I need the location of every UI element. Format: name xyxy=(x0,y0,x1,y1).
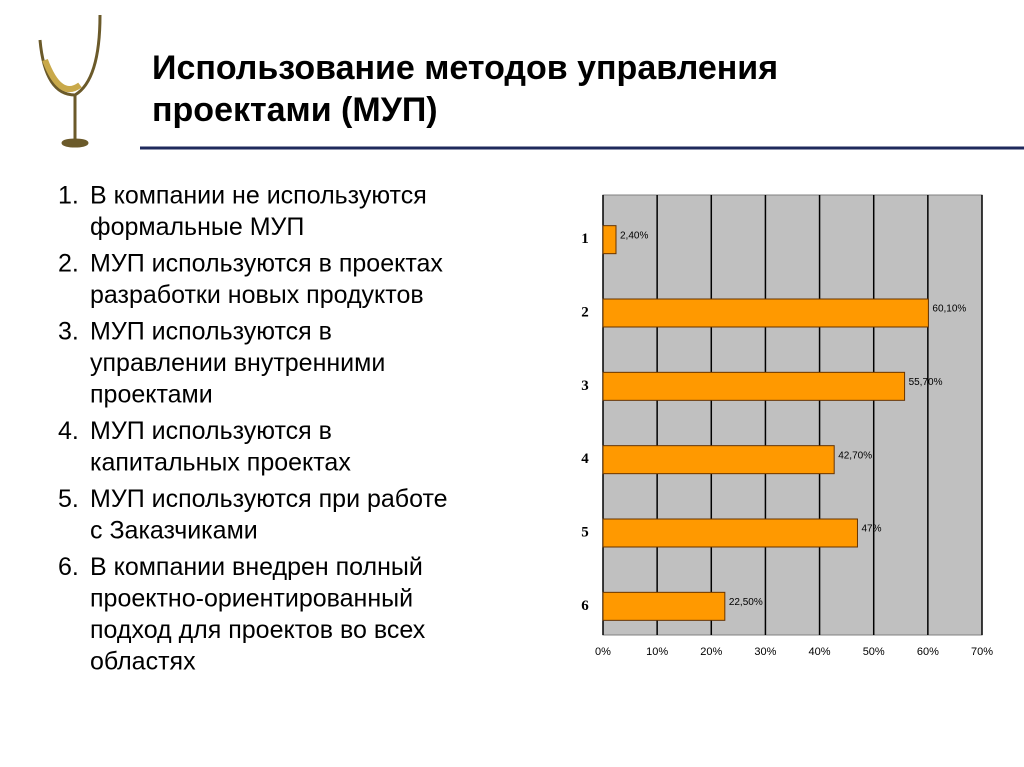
item-text: МУП используются при работе xyxy=(90,485,448,513)
y-tick-label: 5 xyxy=(581,524,589,540)
item-text: капитальных проектах xyxy=(90,449,351,477)
y-tick-label: 3 xyxy=(581,378,589,394)
item-text: МУП используются в xyxy=(90,318,332,346)
item-number: 3. xyxy=(58,318,79,346)
item-text: разработки новых продуктов xyxy=(90,281,424,309)
bar xyxy=(602,518,858,548)
y-tick-label: 1 xyxy=(581,231,589,247)
y-tick-label: 2 xyxy=(581,304,589,320)
slide-title: Использование методов управления xyxy=(152,49,778,87)
x-tick-label: 50% xyxy=(863,646,885,658)
x-tick-label: 70% xyxy=(971,646,993,658)
value-label: 55,70% xyxy=(909,377,943,388)
value-label: 2,40% xyxy=(620,230,648,241)
item-text: В компании внедрен полный xyxy=(90,553,423,581)
item-number: 6. xyxy=(58,553,79,581)
slide-title: проектами (МУП) xyxy=(152,91,438,129)
bar xyxy=(602,298,929,328)
item-number: 4. xyxy=(58,417,79,445)
x-tick-label: 30% xyxy=(754,646,776,658)
x-tick-label: 10% xyxy=(646,646,668,658)
x-tick-label: 40% xyxy=(809,646,831,658)
bar xyxy=(602,371,906,401)
x-tick-label: 20% xyxy=(700,646,722,658)
item-text: формальные МУП xyxy=(90,213,304,241)
item-text: проектами xyxy=(90,381,213,409)
bar xyxy=(602,591,726,621)
item-text: МУП используются в проектах xyxy=(90,250,443,278)
plot-area xyxy=(602,194,983,636)
value-label: 47% xyxy=(861,524,881,535)
y-tick-label: 4 xyxy=(581,451,589,467)
value-label: 42,70% xyxy=(838,450,872,461)
value-label: 60,10% xyxy=(932,304,966,315)
item-number: 5. xyxy=(58,485,79,513)
item-text: областях xyxy=(90,648,196,676)
y-tick-label: 6 xyxy=(581,598,589,614)
bar xyxy=(602,445,835,475)
item-text: МУП используются в xyxy=(90,417,332,445)
item-text: с Заказчиками xyxy=(90,517,258,545)
item-text: управлении внутренними xyxy=(90,349,385,377)
item-number: 2. xyxy=(58,250,79,278)
item-text: В компании не используются xyxy=(90,182,427,210)
bar xyxy=(602,225,617,255)
item-text: проектно-ориентированный xyxy=(90,585,413,613)
x-tick-label: 60% xyxy=(917,646,939,658)
item-number: 1. xyxy=(58,182,79,210)
logo xyxy=(38,14,102,148)
value-label: 22,50% xyxy=(729,597,763,608)
x-tick-label: 0% xyxy=(595,646,611,658)
item-text: подход для проектов во всех xyxy=(90,616,426,644)
